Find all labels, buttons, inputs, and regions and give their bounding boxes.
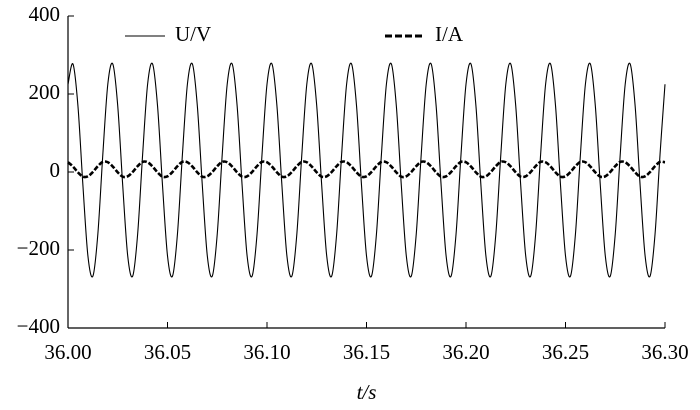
y-tick-label: −200 (17, 236, 60, 260)
series-line (67, 62, 666, 278)
x-tick-label: 36.10 (243, 340, 290, 364)
series-line (67, 160, 666, 179)
x-tick-label: 36.25 (542, 340, 589, 364)
y-tick-label: −400 (17, 314, 60, 338)
y-tick-label: 0 (50, 158, 61, 182)
y-tick-label: 400 (29, 2, 61, 26)
y-tick-label: 200 (29, 80, 61, 104)
x-tick-label: 36.20 (442, 340, 489, 364)
legend-label: I/A (435, 22, 464, 46)
legend-label: U/V (175, 22, 211, 46)
x-axis-label: t/s (357, 380, 377, 404)
x-tick-label: 36.30 (641, 340, 688, 364)
x-tick-label: 36.15 (343, 340, 390, 364)
x-tick-label: 36.00 (44, 340, 91, 364)
x-tick-label: 36.05 (144, 340, 191, 364)
